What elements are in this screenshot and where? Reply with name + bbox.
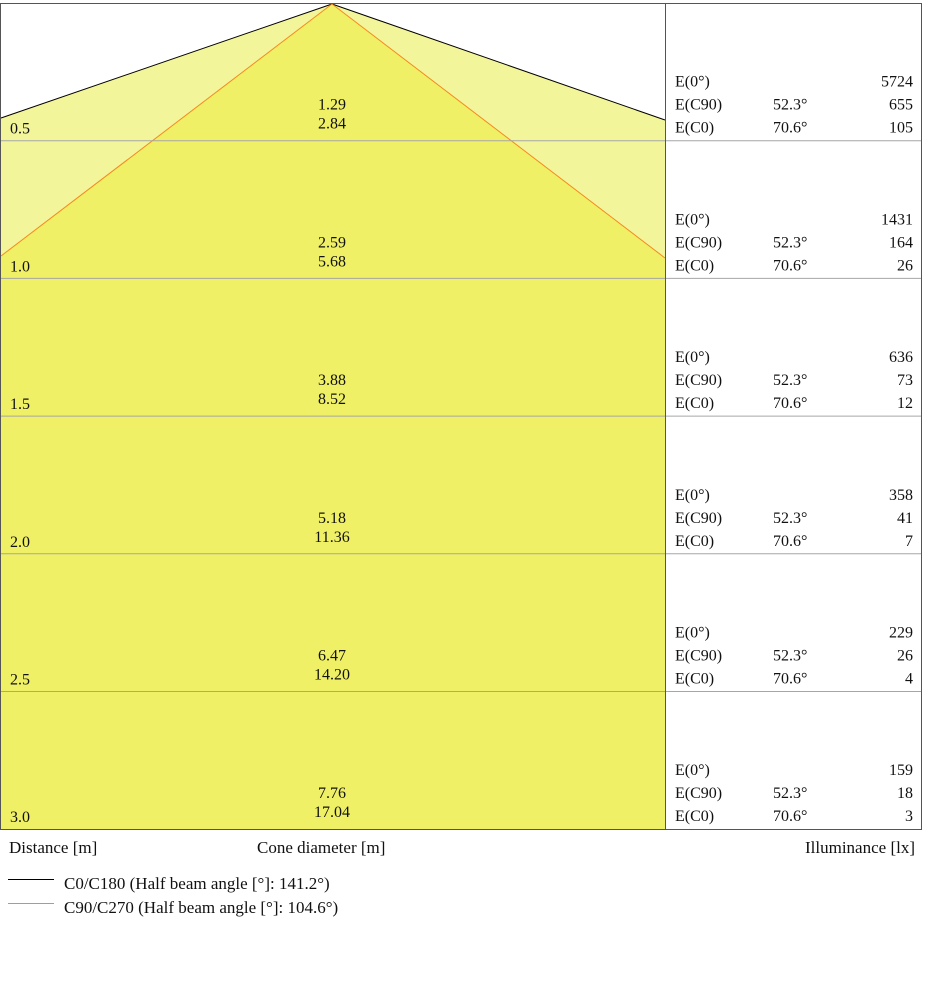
ec90-label: E(C90) xyxy=(675,648,722,665)
e0-label: E(0°) xyxy=(675,625,710,642)
ec90-value: 164 xyxy=(889,234,913,251)
ec0-value: 12 xyxy=(897,395,913,412)
ec0-value: 3 xyxy=(905,808,913,825)
ec90-label: E(C90) xyxy=(675,510,722,527)
legend-item-c0: C0/C180 (Half beam angle [°]: 141.2°) xyxy=(8,874,330,894)
cone-diameter-c0: 14.20 xyxy=(314,667,350,684)
ec90-label: E(C90) xyxy=(675,785,722,802)
cone-diameter-c0: 5.68 xyxy=(318,253,346,270)
cone-diameter-c90: 7.76 xyxy=(318,785,346,802)
ec90-angle: 52.3° xyxy=(773,510,807,527)
distance-label: 2.0 xyxy=(10,534,30,551)
cone-diameter-c90: 2.59 xyxy=(318,234,346,251)
e0-value: 229 xyxy=(889,625,913,642)
e0-value: 636 xyxy=(889,349,913,366)
legend-item-c90: C90/C270 (Half beam angle [°]: 104.6°) xyxy=(8,898,338,918)
c0-legend-line-icon xyxy=(8,878,54,880)
e0-value: 358 xyxy=(889,487,913,504)
e0-value: 159 xyxy=(889,762,913,779)
e0-value: 5724 xyxy=(881,74,913,91)
ec0-label: E(C0) xyxy=(675,671,714,688)
ec90-label: E(C90) xyxy=(675,234,722,251)
distance-label: 1.0 xyxy=(10,258,30,275)
ec90-angle: 52.3° xyxy=(773,97,807,114)
ec90-value: 655 xyxy=(889,97,913,114)
e0-label: E(0°) xyxy=(675,74,710,91)
cone-diameter-c90: 1.29 xyxy=(318,97,346,114)
ec90-value: 41 xyxy=(897,510,913,527)
e0-label: E(0°) xyxy=(675,487,710,504)
distance-label: 1.5 xyxy=(10,396,30,413)
cone-diameter-c0: 17.04 xyxy=(314,804,350,821)
c90-beam-line-right xyxy=(331,3,666,259)
ec90-value: 73 xyxy=(897,372,913,389)
c90-beam-line-left xyxy=(0,3,333,257)
ec90-angle: 52.3° xyxy=(773,785,807,802)
c90-legend-line-icon xyxy=(8,902,54,904)
cone-diameter-c0: 2.84 xyxy=(318,116,346,133)
ec0-value: 26 xyxy=(897,257,913,274)
e0-value: 1431 xyxy=(881,211,913,228)
illuminance-axis-label: Illuminance [lx] xyxy=(805,838,915,857)
ec90-label: E(C90) xyxy=(675,372,722,389)
ec90-label: E(C90) xyxy=(675,97,722,114)
ec0-label: E(C0) xyxy=(675,395,714,412)
ec0-value: 4 xyxy=(905,671,913,688)
ec0-label: E(C0) xyxy=(675,533,714,550)
cone-diameter-c90: 3.88 xyxy=(318,372,346,389)
cone-diameter-c0: 11.36 xyxy=(314,529,349,546)
ec0-angle: 70.6° xyxy=(773,533,807,550)
cone-diameter-c90: 6.47 xyxy=(318,648,346,665)
distance-label: 3.0 xyxy=(10,809,30,826)
distance-label: 0.5 xyxy=(10,121,30,138)
ec0-value: 7 xyxy=(905,533,913,550)
ec90-angle: 52.3° xyxy=(773,372,807,389)
diagram-frame xyxy=(0,3,922,830)
ec90-angle: 52.3° xyxy=(773,648,807,665)
e0-label: E(0°) xyxy=(675,762,710,779)
ec0-angle: 70.6° xyxy=(773,671,807,688)
ec0-value: 105 xyxy=(889,120,913,137)
ec0-angle: 70.6° xyxy=(773,808,807,825)
c0-beam-line-left xyxy=(0,3,333,119)
cone-diameter-c0: 8.52 xyxy=(318,391,346,408)
legend-label-c0: C0/C180 (Half beam angle [°]: 141.2°) xyxy=(64,874,330,893)
ec0-label: E(C0) xyxy=(675,808,714,825)
distance-axis-label: Distance [m] xyxy=(9,838,98,857)
ec0-label: E(C0) xyxy=(675,257,714,274)
ec90-angle: 52.3° xyxy=(773,234,807,251)
c0-beam-line-right xyxy=(331,3,666,121)
distance-rows: 0.5 1.29 2.84 E(0°) 5724 E(C90) 52.3° 655 E(C0) 7… xyxy=(1,74,921,826)
ec0-angle: 70.6° xyxy=(773,257,807,274)
ec0-angle: 70.6° xyxy=(773,395,807,412)
legend-label-c90: C90/C270 (Half beam angle [°]: 104.6°) xyxy=(64,898,339,917)
ec90-value: 26 xyxy=(897,648,913,665)
ec0-label: E(C0) xyxy=(675,120,714,137)
cone-diameter-c90: 5.18 xyxy=(318,510,346,527)
e0-label: E(0°) xyxy=(675,211,710,228)
ec0-angle: 70.6° xyxy=(773,120,807,137)
ec90-value: 18 xyxy=(897,785,913,802)
distance-label: 2.5 xyxy=(10,672,30,689)
e0-label: E(0°) xyxy=(675,349,710,366)
cone-diagram: 0.5 1.29 2.84 E(0°) 5724 E(C90) 52.3° 655 E(C0) 7… xyxy=(0,3,922,830)
cone-diameter-axis-label: Cone diameter [m] xyxy=(257,838,386,857)
